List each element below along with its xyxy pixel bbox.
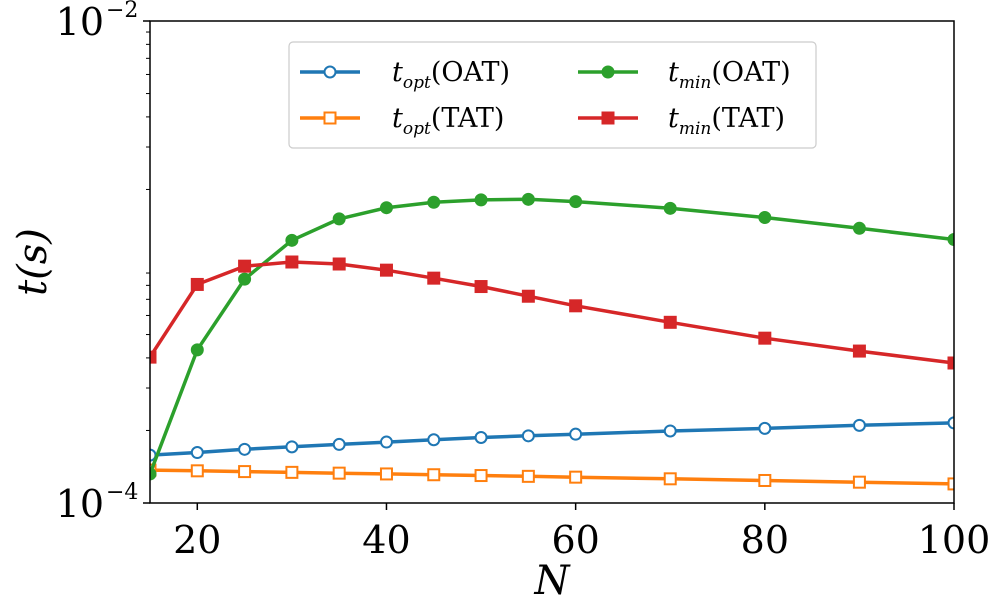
data-point-topt-oat [190,446,204,460]
legend-marker [601,111,615,125]
data-point-tmin-oat [285,233,299,247]
data-point-topt-tat [947,477,954,491]
data-point-tmin-oat [379,201,393,215]
x-tick-label: 60 [551,518,599,562]
data-point-topt-tat [663,472,677,486]
data-point-tmin-oat [758,210,772,224]
data-point-tmin-oat [947,232,954,246]
data-point-topt-tat [427,468,441,482]
data-point-topt-tat [569,470,583,484]
data-point-topt-oat [474,430,488,444]
plot-border [149,20,955,504]
x-tick-label: 100 [918,518,991,562]
legend-marker [601,65,615,79]
data-point-tmin-oat [569,195,583,209]
data-point-topt-tat [758,473,772,487]
series-tmin-tat [150,255,954,370]
data-point-topt-oat [285,440,299,454]
data-point-topt-tat [521,469,535,483]
data-point-tmin-tat [190,277,204,291]
data-point-topt-tat [852,475,866,489]
legend-label: topt(TAT) [392,103,504,139]
svg-text:t(s): t(s) [10,228,56,296]
legend-marker [323,111,337,125]
data-point-topt-oat [521,429,535,443]
data-point-tmin-tat [663,315,677,329]
data-point-topt-tat [285,465,299,479]
data-point-tmin-tat [474,280,488,294]
svg-text:10: 10 [56,0,104,44]
legend: topt(OAT) topt(TAT) tmin(OAT) tmin(TAT) [288,41,817,149]
data-point-tmin-tat [379,263,393,277]
x-tick-label: 80 [741,518,789,562]
data-point-topt-oat [332,437,346,451]
data-point-topt-oat [379,435,393,449]
data-point-tmin-oat [521,192,535,206]
y-axis-label: t(s) [10,228,56,296]
series-topt-oat [150,416,954,462]
legend-entry-tmin-tat: tmin(TAT) [578,103,785,139]
data-point-topt-tat [190,464,204,478]
data-point-topt-oat [238,442,252,456]
axes-frame [149,20,955,504]
data-point-tmin-tat [150,350,157,364]
data-point-tmin-oat [474,193,488,207]
data-point-tmin-tat [947,356,954,370]
data-point-topt-oat [852,418,866,432]
legend-entry-tmin-oat: tmin(OAT) [578,57,791,93]
data-point-topt-tat [332,466,346,480]
data-point-topt-oat [663,424,677,438]
legend-box [288,41,817,149]
data-point-tmin-tat [332,257,346,271]
data-point-topt-oat [427,433,441,447]
legend-marker [323,65,337,79]
legend-label: topt(OAT) [392,57,510,93]
series-line-topt-tat [150,468,954,486]
data-point-tmin-oat [852,221,866,235]
data-point-tmin-oat [190,343,204,357]
svg-text:−2: −2 [106,0,138,23]
data-point-tmin-oat [332,212,346,226]
x-axis-label: N [534,558,572,604]
legend-label: tmin(OAT) [668,57,791,93]
series-line-tmin-tat [150,260,954,365]
svg-text:10: 10 [56,482,104,526]
data-point-tmin-tat [427,271,441,285]
series-topt-tat [150,463,954,491]
svg-text:−4: −4 [106,480,138,505]
data-point-tmin-tat [285,255,299,269]
data-point-tmin-tat [852,344,866,358]
data-point-tmin-oat [663,201,677,215]
legend-label: tmin(TAT) [668,103,785,139]
y-tick-label: 10 −2 [56,0,139,44]
data-point-tmin-tat [569,299,583,313]
legend-entry-topt-tat: topt(TAT) [300,103,504,139]
legend-entry-topt-oat: topt(OAT) [300,57,510,93]
data-point-topt-tat [238,465,252,479]
data-point-topt-oat [569,427,583,441]
x-tick-label: 20 [173,518,221,562]
data-point-topt-tat [474,469,488,483]
data-point-tmin-tat [758,331,772,345]
data-point-tmin-tat [238,259,252,273]
data-point-tmin-tat [521,289,535,303]
data-point-topt-oat [947,416,954,430]
series-line-tmin-oat [150,197,954,475]
data-point-tmin-oat [238,272,252,286]
data-point-topt-tat [379,467,393,481]
plot-area [150,192,954,491]
series-tmin-oat [150,192,954,481]
data-point-tmin-oat [427,195,441,209]
series-line-topt-oat [150,421,954,457]
data-point-tmin-oat [150,467,157,481]
y-tick-label: 10 −4 [56,480,139,526]
data-point-topt-oat [758,421,772,435]
x-tick-label: 40 [362,518,410,562]
